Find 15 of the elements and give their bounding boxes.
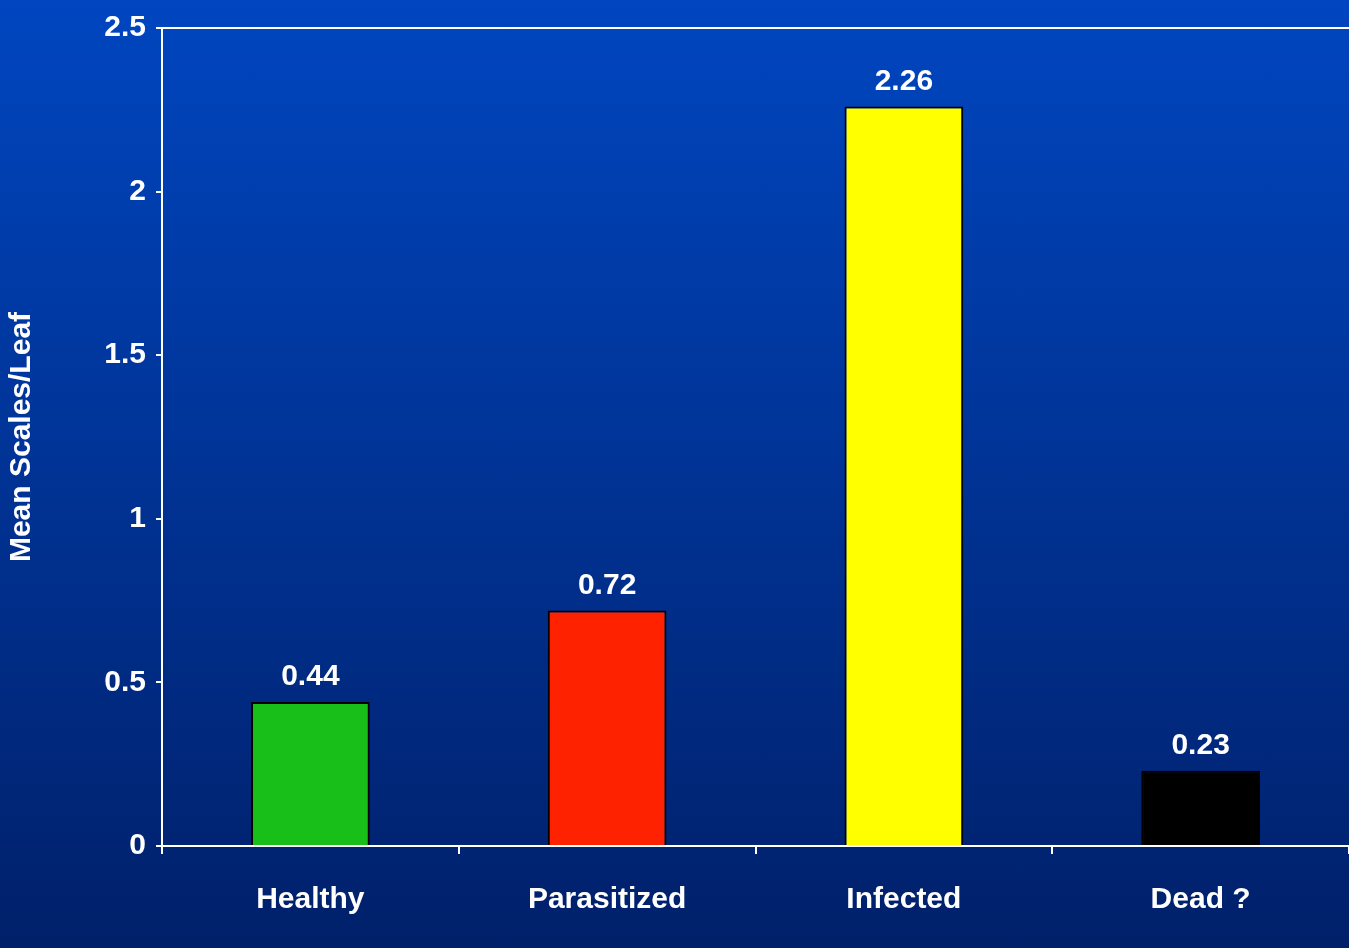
data-label: 2.26: [874, 62, 934, 96]
x-tick-label: Infected: [846, 881, 962, 915]
y-tick-label: 1.5: [104, 336, 146, 370]
y-tick-label: 2: [129, 172, 146, 206]
data-label: 0.72: [577, 566, 637, 600]
x-tick-label: Healthy: [256, 881, 365, 915]
x-tick-label: Dead ?: [1150, 881, 1251, 915]
data-label: 0.23: [1171, 727, 1230, 761]
y-tick-label: 0.5: [104, 663, 146, 697]
y-tick-label: 1: [129, 500, 146, 534]
x-tick-label: Parasitized: [527, 881, 687, 915]
data-label: 0.44: [281, 658, 340, 692]
y-tick-label: 2.5: [104, 9, 146, 43]
y-tick-label: 0: [129, 827, 146, 861]
y-axis-title: Mean Scales/Leaf: [3, 310, 37, 563]
